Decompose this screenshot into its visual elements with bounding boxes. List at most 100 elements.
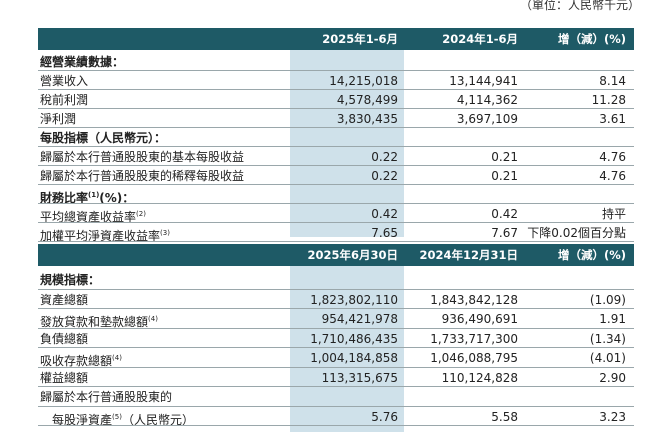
change-value: (1.09) bbox=[589, 292, 626, 307]
current-value: 7.65 bbox=[371, 226, 398, 240]
section-row: 經營業績數據： bbox=[38, 52, 634, 72]
current-value: 1,710,486,435 bbox=[310, 331, 398, 346]
unit-note: （單位：人民幣千元） bbox=[519, 0, 640, 12]
row-divider bbox=[38, 127, 634, 128]
row-label: 加權平均淨資產收益率(3) bbox=[40, 229, 170, 243]
prior-value: 936,490,691 bbox=[441, 312, 518, 326]
row-label: 每股淨資產(5)（人民幣元） bbox=[52, 412, 194, 427]
current-value: 14,215,018 bbox=[329, 74, 398, 88]
table2-header-prior: 2024年12月31日 bbox=[419, 248, 518, 262]
row-divider bbox=[38, 327, 634, 329]
table2-header-current: 2025年6月30日 bbox=[307, 248, 398, 262]
change-value: 2.90 bbox=[599, 370, 626, 385]
change-value: 持平 bbox=[601, 207, 626, 221]
current-value: 113,315,675 bbox=[321, 370, 398, 385]
current-value: 1,004,184,858 bbox=[310, 351, 398, 365]
table1-header: 2025年1-6月 2024年1-6月 增（減）(%) bbox=[38, 28, 634, 50]
row-label: 稅前利潤 bbox=[40, 93, 89, 107]
table1-header-current: 2025年1-6月 bbox=[322, 32, 398, 46]
row-divider bbox=[38, 425, 634, 426]
section-row: 每股指標（人民幣元）： bbox=[38, 128, 634, 148]
prior-value: 13,144,941 bbox=[449, 74, 518, 88]
row-divider bbox=[38, 308, 634, 309]
prior-value: 0.42 bbox=[491, 207, 518, 221]
row-divider bbox=[38, 386, 634, 387]
row-divider bbox=[38, 70, 634, 71]
table-row: 資產總額 1,823,802,110 1,843,842,128 (1.09) bbox=[38, 290, 634, 310]
current-value: 4,578,499 bbox=[336, 93, 398, 107]
change-value: (4.01) bbox=[589, 351, 626, 365]
row-divider bbox=[38, 347, 634, 348]
row-divider bbox=[38, 288, 634, 290]
row-label: 權益總額 bbox=[40, 370, 89, 385]
current-value: 0.42 bbox=[371, 207, 398, 221]
table1-header-change: 增（減）(%) bbox=[557, 32, 626, 46]
current-value: 1,823,802,110 bbox=[310, 292, 398, 307]
table-row: 歸屬於本行普通股股東的基本每股收益 0.22 0.21 4.76 bbox=[38, 147, 634, 167]
row-divider bbox=[38, 165, 634, 166]
change-value: (1.34) bbox=[589, 331, 626, 346]
current-value: 0.22 bbox=[371, 169, 398, 183]
footnote-marker: (4) bbox=[112, 354, 122, 362]
row-label: 歸屬於本行普通股股東的基本每股收益 bbox=[40, 150, 245, 164]
prior-value: 4,114,362 bbox=[456, 93, 518, 107]
row-label: 負債總額 bbox=[40, 331, 89, 346]
table-row: 平均總資產收益率(2) 0.42 0.42 持平 bbox=[38, 204, 634, 224]
change-value: 4.76 bbox=[599, 150, 626, 164]
footnote-marker: (5) bbox=[112, 412, 122, 421]
row-divider bbox=[38, 184, 634, 185]
table-row: 權益總額 113,315,675 110,124,828 2.90 bbox=[38, 368, 634, 388]
prior-value: 1,843,842,128 bbox=[430, 292, 518, 307]
table2-header: 2025年6月30日 2024年12月31日 增（減）(%) bbox=[38, 244, 634, 266]
current-period-highlight bbox=[290, 266, 404, 432]
row-divider bbox=[38, 146, 634, 147]
prior-value: 1,733,717,300 bbox=[430, 331, 518, 346]
footnote-marker: (1) bbox=[88, 191, 100, 199]
current-value: 954,421,978 bbox=[321, 312, 398, 326]
row-label: 平均總資產收益率(2) bbox=[40, 210, 146, 224]
row-label: 營業收入 bbox=[40, 74, 89, 88]
table2-header-change: 增（減）(%) bbox=[557, 248, 626, 262]
prior-value: 1,046,088,795 bbox=[430, 351, 518, 365]
change-value: 11.28 bbox=[591, 93, 626, 107]
change-value: 3.23 bbox=[599, 409, 626, 424]
row-label: 每股指標（人民幣元）： bbox=[40, 131, 167, 145]
table-row: 營業收入 14,215,018 13,144,941 8.14 bbox=[38, 71, 634, 91]
row-divider bbox=[38, 366, 634, 368]
current-value: 3,830,435 bbox=[336, 112, 398, 126]
change-value: 3.61 bbox=[599, 112, 626, 126]
table-row: 淨利潤 3,830,435 3,697,109 3.61 bbox=[38, 109, 634, 129]
table-row: 吸收存款總額(4) 1,004,184,858 1,046,088,795 (4.01… bbox=[38, 348, 634, 368]
prior-value: 110,124,828 bbox=[441, 370, 518, 385]
footnote-marker: (2) bbox=[136, 210, 146, 218]
row-divider bbox=[38, 203, 634, 204]
table-row: 負債總額 1,710,486,435 1,733,717,300 (1.34) bbox=[38, 329, 634, 349]
table1-header-prior: 2024年1-6月 bbox=[442, 32, 518, 46]
row-label: 財務比率(1)(%)： bbox=[40, 191, 135, 205]
row-label: 歸屬於本行普通股股東的 bbox=[40, 390, 173, 404]
table-row: 稅前利潤 4,578,499 4,114,362 11.28 bbox=[38, 90, 634, 110]
row-divider bbox=[38, 405, 634, 407]
prior-value: 0.21 bbox=[491, 169, 518, 183]
table-row: 歸屬於本行普通股股東的 bbox=[38, 387, 634, 407]
prior-value: 7.67 bbox=[491, 226, 518, 240]
footnote-marker: (3) bbox=[160, 229, 170, 237]
section-row: 財務比率(1)(%)： bbox=[38, 185, 634, 205]
row-divider bbox=[38, 89, 634, 90]
row-label: 淨利潤 bbox=[40, 112, 77, 126]
table-row: 每股淨資產(5)（人民幣元） 5.76 5.58 3.23 bbox=[38, 407, 634, 427]
change-value: 1.91 bbox=[599, 312, 626, 326]
row-label: 發放貸款和墊款總額(4) bbox=[40, 315, 158, 329]
row-label: 吸收存款總額(4) bbox=[40, 354, 122, 368]
current-value: 0.22 bbox=[371, 150, 398, 164]
row-label: 資產總額 bbox=[40, 292, 89, 307]
current-value: 5.76 bbox=[371, 409, 398, 424]
row-divider bbox=[38, 241, 634, 242]
prior-value: 3,697,109 bbox=[456, 112, 518, 126]
row-label: 歸屬於本行普通股股東的稀釋每股收益 bbox=[40, 169, 245, 183]
change-value: 8.14 bbox=[599, 74, 626, 88]
table-row: 歸屬於本行普通股股東的稀釋每股收益 0.22 0.21 4.76 bbox=[38, 166, 634, 186]
prior-value: 0.21 bbox=[491, 150, 518, 164]
table-row: 發放貸款和墊款總額(4) 954,421,978 936,490,691 1.91 bbox=[38, 309, 634, 329]
current-period-highlight bbox=[290, 50, 404, 237]
